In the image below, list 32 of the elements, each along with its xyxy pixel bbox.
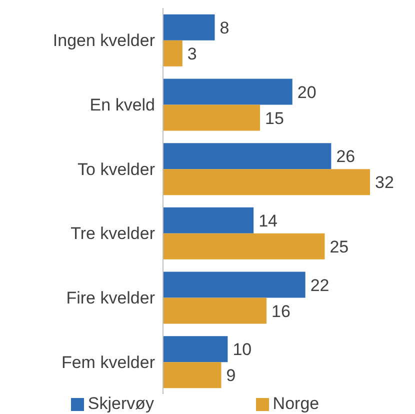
data-label: 10: [232, 340, 252, 360]
y-tick-label: Ingen kvelder: [52, 31, 156, 50]
bar: [163, 336, 228, 362]
bar: [163, 40, 182, 66]
data-label: 9: [226, 366, 236, 386]
data-label: 25: [330, 237, 349, 256]
legend-label: Skjervøy: [86, 394, 154, 414]
data-label: 3: [187, 44, 197, 64]
y-tick-label: Fire kvelder: [66, 288, 156, 308]
bar: [163, 272, 306, 298]
data-label: 26: [336, 147, 356, 166]
data-label: 32: [375, 173, 394, 192]
data-label: 14: [258, 211, 278, 230]
y-tick-label: Fem kvelder: [61, 352, 156, 372]
y-tick-label: En kveld: [90, 96, 155, 115]
y-tick-label: Tre kvelder: [70, 224, 156, 244]
data-label: 20: [297, 82, 316, 102]
bar: [163, 362, 222, 388]
y-tick-label: To kvelder: [78, 160, 156, 179]
bar: [163, 169, 370, 196]
legend-label: Norge: [272, 394, 320, 414]
data-label: 8: [220, 18, 230, 38]
bar: [163, 233, 325, 260]
data-label: 16: [272, 302, 290, 321]
bar: [163, 78, 292, 105]
bar: [163, 14, 215, 40]
bar: [163, 104, 260, 131]
bar: [163, 207, 254, 234]
bar: [163, 143, 332, 170]
data-label: 15: [265, 108, 284, 128]
data-label: 22: [310, 276, 330, 295]
bar: [163, 298, 266, 324]
